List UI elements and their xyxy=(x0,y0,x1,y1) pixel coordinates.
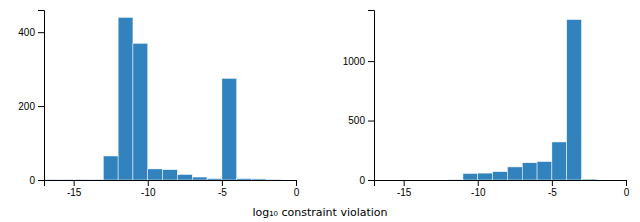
tick-mark xyxy=(404,180,405,186)
tick: 1000 xyxy=(343,56,374,67)
bar xyxy=(522,163,537,180)
bar xyxy=(266,179,281,180)
tick: 0 xyxy=(29,175,44,186)
bar xyxy=(59,179,74,180)
axis-line xyxy=(45,181,297,187)
tick-mark xyxy=(296,180,297,186)
x-axis: -15 -10 -5 0 xyxy=(375,180,630,198)
tick-mark xyxy=(552,180,553,186)
panel: -15 -10 -5 0 0 500 1000 xyxy=(343,11,630,199)
bar xyxy=(133,43,148,180)
tick-label: -5 xyxy=(218,187,227,198)
bar xyxy=(192,177,207,180)
bar xyxy=(207,179,222,180)
bar xyxy=(404,180,419,181)
tick-label: -15 xyxy=(67,187,82,198)
tick: -10 xyxy=(141,180,156,198)
panel: -15 -10 -5 0 0 200 400 xyxy=(18,11,299,199)
axis-line xyxy=(368,11,375,181)
bars xyxy=(448,20,596,180)
figure: -15 -10 -5 0 0 200 400 -15 -10 -5 0 0 500 1000 log₁₀ c… xyxy=(0,0,640,222)
bar xyxy=(552,142,567,180)
x-label: log₁₀ constraint violation xyxy=(252,206,387,219)
tick: 0 xyxy=(294,180,300,198)
tick: 400 xyxy=(18,27,44,38)
bars xyxy=(44,17,281,180)
tick: 500 xyxy=(348,115,374,126)
tick-mark xyxy=(38,32,44,33)
bar xyxy=(493,172,508,180)
tick-label: 400 xyxy=(18,27,35,38)
axis-line xyxy=(38,11,45,181)
bar xyxy=(74,179,89,180)
bar xyxy=(478,173,493,180)
bar xyxy=(596,180,611,181)
tick: 0 xyxy=(624,180,630,198)
tick-label: 0 xyxy=(29,175,35,186)
tick-mark xyxy=(626,180,627,186)
bar xyxy=(281,180,296,181)
bar xyxy=(103,156,118,180)
bar xyxy=(448,179,463,180)
tick-mark xyxy=(368,180,374,181)
tick: -5 xyxy=(548,180,557,198)
bar xyxy=(582,179,597,180)
bar xyxy=(88,179,103,180)
bar xyxy=(237,179,252,180)
tick-label: 0 xyxy=(624,187,630,198)
tick: -5 xyxy=(218,180,227,198)
y-axis: 0 500 1000 xyxy=(343,11,375,186)
bar xyxy=(374,180,389,181)
tick-mark xyxy=(38,180,44,181)
bar xyxy=(148,169,163,180)
tick-label: 0 xyxy=(359,175,365,186)
tick-label: 0 xyxy=(294,187,300,198)
tick-mark xyxy=(478,180,479,186)
bar xyxy=(463,173,478,180)
tick-mark xyxy=(368,61,374,62)
bar xyxy=(611,180,626,181)
tick-mark xyxy=(38,106,44,107)
bar xyxy=(252,179,267,180)
tick-label: -5 xyxy=(548,187,557,198)
tick: -10 xyxy=(471,180,486,198)
tick-label: -10 xyxy=(471,187,486,198)
tick-label: -10 xyxy=(141,187,156,198)
tick-label: 200 xyxy=(18,101,35,112)
bar xyxy=(177,174,192,180)
tick-label: -15 xyxy=(397,187,412,198)
bar xyxy=(418,180,433,181)
tick-label: 500 xyxy=(348,115,365,126)
tick: -15 xyxy=(397,180,412,198)
bar xyxy=(389,180,404,181)
tick-mark xyxy=(368,121,374,122)
tick: -15 xyxy=(67,180,82,198)
bar xyxy=(118,17,133,180)
bar xyxy=(433,180,448,181)
tick-mark xyxy=(148,180,149,186)
axis-line xyxy=(375,181,627,187)
tick-mark xyxy=(74,180,75,186)
bar xyxy=(163,170,178,180)
y-axis: 0 200 400 xyxy=(18,11,44,186)
tick: 0 xyxy=(359,175,374,186)
tick: 200 xyxy=(18,101,44,112)
tick-mark xyxy=(222,180,223,186)
bar xyxy=(567,20,582,180)
bar xyxy=(222,78,237,180)
bar xyxy=(537,162,552,180)
bar xyxy=(44,179,59,180)
x-axis: -15 -10 -5 0 xyxy=(45,180,300,198)
bar xyxy=(507,167,522,180)
tick-label: 1000 xyxy=(343,56,366,67)
